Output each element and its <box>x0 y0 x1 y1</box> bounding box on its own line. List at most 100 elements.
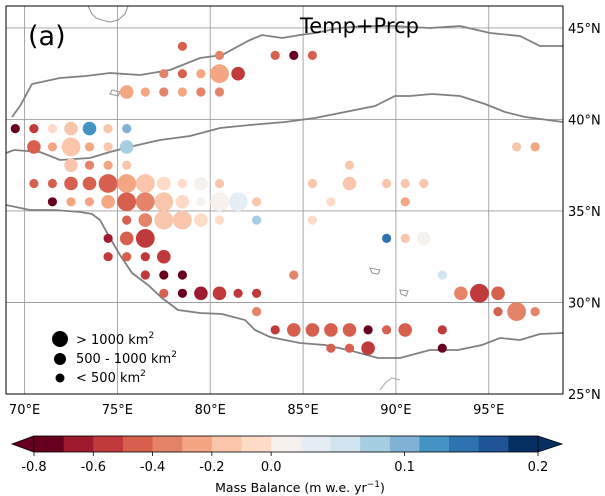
glacier-point-30 <box>84 160 95 170</box>
legend-small-marker <box>55 373 65 383</box>
colorbar-bin-5 <box>182 436 213 452</box>
glacier-point-55 <box>101 195 115 209</box>
glacier-point-3 <box>289 50 299 61</box>
colorbar-tick-label-4: 0.0 <box>261 460 282 475</box>
glacier-point-88 <box>177 288 187 298</box>
lon-tick-label-5: 95°E <box>473 403 504 418</box>
glacier-point-60 <box>196 197 206 207</box>
glacier-point-39 <box>82 176 97 191</box>
glacier-point-9 <box>231 66 245 81</box>
glacier-point-96 <box>470 283 489 303</box>
glacier-point-95 <box>454 286 468 301</box>
lat-tick-label-3: 40°N <box>568 113 601 128</box>
glacier-point-18 <box>47 124 58 134</box>
glacier-point-25 <box>61 137 81 157</box>
glacier-point-76 <box>135 229 155 248</box>
lon-tick-label-3: 85°E <box>287 403 318 418</box>
glacier-point-7 <box>196 69 206 79</box>
colorbar-bin-3 <box>122 436 153 452</box>
glacier-point-83 <box>157 249 171 264</box>
glacier-point-104 <box>305 323 320 337</box>
glacier-point-73 <box>307 215 317 225</box>
tibetan-plateau-boundary <box>6 93 563 161</box>
colorbar-bin-12 <box>389 436 420 452</box>
glacier-point-92 <box>252 288 262 298</box>
glacier-point-49 <box>382 178 392 189</box>
glacier-point-44 <box>177 178 187 189</box>
glacier-points <box>10 41 540 356</box>
glacier-point-8 <box>210 64 229 84</box>
legend-medium-label: 500 - 1000 km2 <box>76 350 177 367</box>
glacier-point-5 <box>159 69 169 79</box>
glacier-point-43 <box>157 176 171 191</box>
glacier-point-26 <box>84 142 95 152</box>
glacier-point-68 <box>154 210 174 230</box>
lon-tick-label-1: 75°E <box>102 403 133 418</box>
legend-large-label: > 1000 km2 <box>76 331 154 348</box>
glacier-point-51 <box>419 178 429 189</box>
glacier-point-99 <box>507 302 526 321</box>
glacier-point-1 <box>214 50 225 61</box>
colorbar-bin-10 <box>330 436 361 452</box>
glacier-point-50 <box>400 178 410 189</box>
glacier-point-31 <box>103 160 113 170</box>
glacier-point-57 <box>135 192 155 212</box>
glacier-point-65 <box>400 197 410 207</box>
glacier-point-10 <box>119 85 134 99</box>
glacier-point-81 <box>122 252 132 262</box>
glacier-point-109 <box>398 323 413 337</box>
glacier-point-47 <box>307 178 317 189</box>
colorbar-tick-labels: -0.8 -0.6 -0.4 -0.2 0.0 0.1 0.2 <box>21 452 548 475</box>
glacier-point-40 <box>98 174 118 193</box>
glacier-point-63 <box>252 197 262 207</box>
legend-small-label: < 500 km2 <box>76 369 146 386</box>
glacier-point-24 <box>47 142 58 152</box>
glacier-point-111 <box>326 343 336 353</box>
colorbar-frame <box>33 435 539 453</box>
glacier-point-21 <box>103 124 113 134</box>
glacier-point-106 <box>342 323 357 337</box>
glacier-point-74 <box>103 233 113 243</box>
glacier-point-22 <box>122 124 132 134</box>
lon-tick-label-4: 90°E <box>380 403 411 418</box>
glacier-point-23 <box>27 140 41 154</box>
colorbar <box>10 435 564 453</box>
legend-large-marker <box>52 331 68 347</box>
caspian-outline <box>87 6 129 23</box>
glacier-point-85 <box>159 270 169 280</box>
glacier-point-112 <box>344 343 355 353</box>
glacier-point-2 <box>270 50 280 61</box>
glacier-point-6 <box>177 69 187 79</box>
lake-outline <box>109 89 121 97</box>
colorbar-bin-4 <box>152 436 183 452</box>
coastlines-and-boundaries <box>6 6 563 391</box>
glacier-point-36 <box>29 178 39 189</box>
colorbar-bin-13 <box>419 436 450 452</box>
colorbar-bin-16 <box>508 436 539 452</box>
glacier-point-38 <box>64 176 78 191</box>
glacier-point-113 <box>361 341 375 356</box>
colorbar-tick-label-2: -0.4 <box>140 460 165 475</box>
glacier-point-98 <box>493 307 503 317</box>
glacier-point-4 <box>307 50 317 61</box>
glacier-point-14 <box>196 87 206 97</box>
glacier-point-27 <box>103 142 113 152</box>
glacier-point-82 <box>140 252 150 262</box>
glacier-point-64 <box>326 197 336 207</box>
glacier-point-91 <box>233 288 243 298</box>
glacier-point-15 <box>214 87 225 97</box>
glacier-point-86 <box>177 270 187 280</box>
legend-medium-marker <box>54 353 66 365</box>
lon-tick-label-2: 80°E <box>195 403 226 418</box>
lake-outline-east <box>369 267 381 275</box>
glacier-point-54 <box>84 197 95 207</box>
glacier-point-102 <box>270 325 280 335</box>
glacier-point-78 <box>400 233 410 243</box>
glacier-point-100 <box>530 307 540 317</box>
glacier-point-108 <box>382 325 392 335</box>
glacier-point-79 <box>417 231 431 246</box>
glacier-point-72 <box>252 215 262 225</box>
glacier-point-114 <box>437 343 447 353</box>
colorbar-bin-1 <box>63 436 94 452</box>
colorbar-bin-15 <box>478 436 509 452</box>
